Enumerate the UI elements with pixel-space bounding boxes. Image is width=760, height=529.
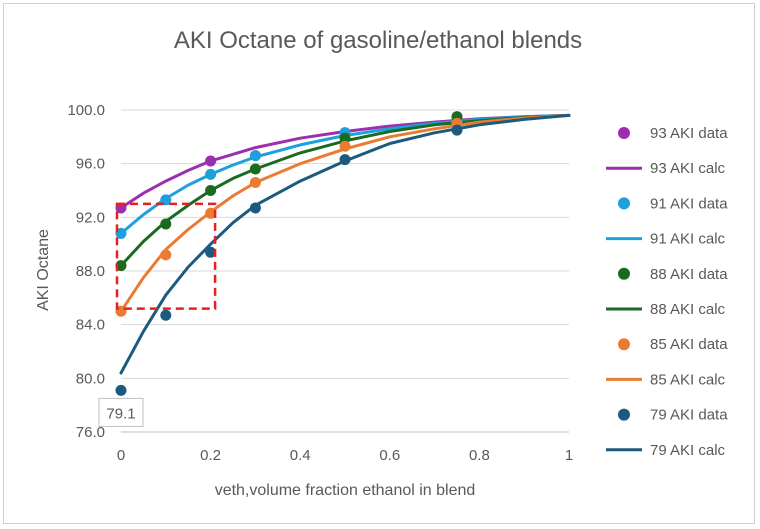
data-point [115, 384, 127, 396]
data-point [205, 207, 217, 219]
x-tick-labels: 0 0.2 0.4 0.6 0.8 1 [117, 447, 573, 464]
data-point [249, 202, 261, 214]
y-tick-label: 88.0 [76, 263, 105, 280]
data-point [160, 218, 172, 230]
data-point [160, 194, 172, 206]
chart-frame [3, 3, 755, 524]
y-tick-label: 76.0 [76, 424, 105, 441]
legend-label: 85 AKI calc [650, 371, 726, 388]
y-tick-label: 100.0 [67, 102, 105, 119]
x-tick-label: 0.6 [379, 447, 400, 464]
data-point [205, 185, 217, 196]
legend-marker-swatch [618, 127, 630, 139]
data-point [205, 168, 217, 180]
data-point [249, 150, 261, 162]
legend-label: 79 AKI data [650, 407, 728, 424]
data-point [205, 155, 217, 167]
legend-label: 79 AKI calc [650, 442, 726, 459]
legend-label: 91 AKI data [650, 195, 728, 212]
legend-label: 88 AKI calc [650, 301, 726, 318]
legend-marker-swatch [618, 338, 630, 351]
legend-label: 91 AKI calc [650, 231, 726, 248]
y-tick-label: 84.0 [76, 317, 105, 334]
series-line-9 [119, 113, 571, 375]
y-tick-label: 96.0 [76, 156, 105, 173]
data-point [339, 132, 351, 144]
y-tick-label: 92.0 [76, 209, 105, 226]
y-tick-label: 80.0 [76, 370, 105, 387]
chart-title: AKI Octane of gasoline/ethanol blends [174, 27, 582, 54]
legend-label: 93 AKI calc [650, 160, 726, 177]
series-points [115, 111, 463, 396]
x-tick-label: 1 [565, 447, 573, 464]
legend-label: 88 AKI data [650, 266, 728, 283]
series-line-5 [119, 113, 571, 268]
y-axis-title: AKI Octane [35, 229, 52, 311]
data-point [249, 176, 261, 188]
data-point [160, 249, 172, 261]
callout-box [98, 397, 144, 427]
x-tick-label: 0.4 [290, 447, 311, 464]
series-lines [119, 113, 571, 375]
highlight-box [115, 202, 217, 310]
data-point [451, 124, 463, 136]
legend-marker-swatch [618, 267, 630, 280]
callout-label: 79.1 [106, 405, 135, 422]
data-point [249, 163, 261, 175]
data-point [339, 140, 351, 152]
x-tick-label: 0.8 [469, 447, 490, 464]
legend-label: 93 AKI data [650, 125, 728, 142]
x-tick-label: 0 [117, 447, 125, 464]
data-point [160, 309, 172, 321]
annotations: 79.1 [98, 202, 217, 427]
y-tick-labels: 76.0 80.0 84.0 88.0 92.0 96.0 100.0 [67, 102, 105, 441]
series-line-7 [119, 113, 571, 313]
legend: 93 AKI data 93 AKI calc 91 AKI data 91 AKI … [606, 125, 728, 459]
data-point [339, 154, 351, 166]
legend-marker-swatch [618, 197, 630, 210]
legend-marker-swatch [618, 408, 630, 421]
data-point [205, 246, 217, 258]
legend-label: 85 AKI data [650, 336, 728, 353]
x-axis-title: veth,volume fraction ethanol in blend [215, 482, 476, 499]
x-tick-label: 0.2 [200, 447, 221, 464]
